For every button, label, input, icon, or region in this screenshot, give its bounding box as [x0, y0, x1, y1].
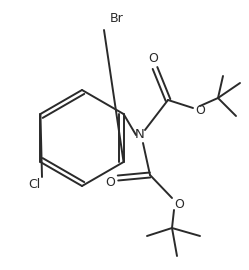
- Text: Br: Br: [110, 12, 124, 25]
- Text: Cl: Cl: [28, 178, 40, 191]
- Text: N: N: [135, 129, 145, 141]
- Text: O: O: [195, 103, 205, 116]
- Text: O: O: [174, 197, 184, 211]
- Text: O: O: [148, 52, 158, 65]
- Text: O: O: [105, 177, 115, 190]
